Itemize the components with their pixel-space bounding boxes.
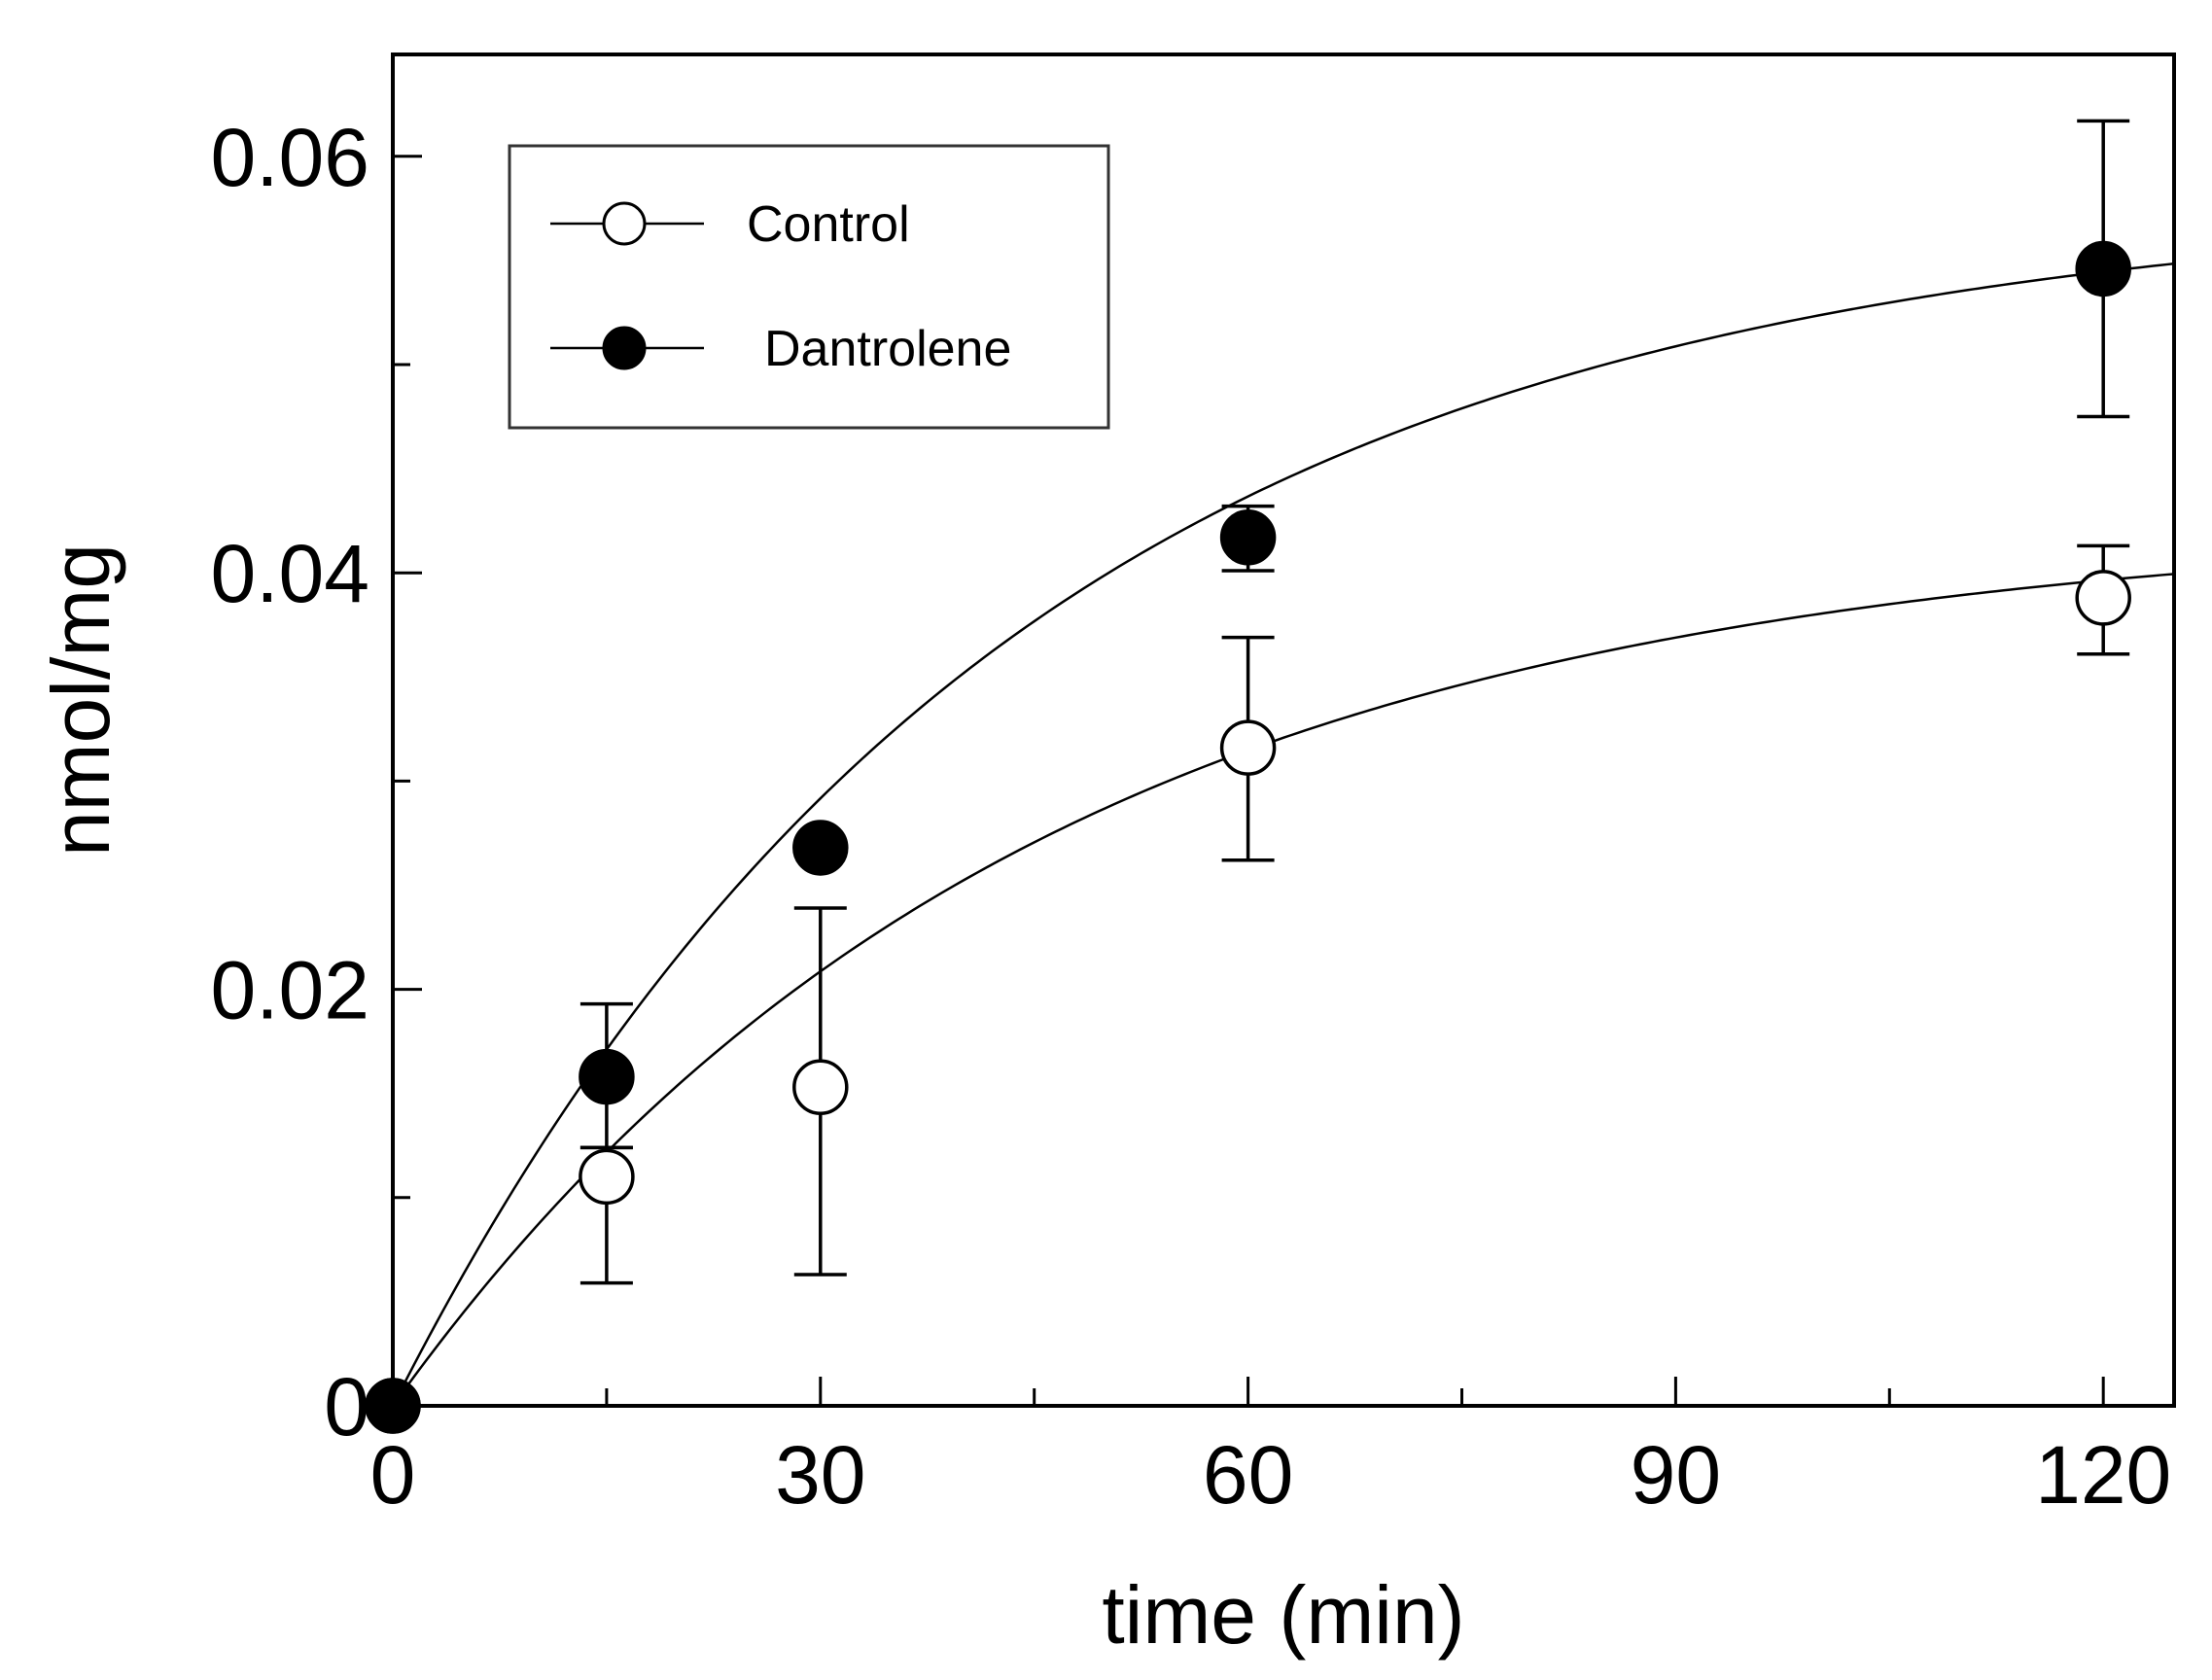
x-tick-label: 120 [2035,1429,2171,1521]
y-tick-label: 0.06 [211,112,370,203]
y-axis-title: nmol/mg [35,543,126,857]
data-points [365,240,2131,1434]
data-point-dantrolene [1219,509,1277,566]
x-axis-title: time (min) [1102,1569,1464,1661]
legend: Control Dantrolene [508,144,1110,430]
x-tick-label: 90 [1631,1429,1721,1521]
data-point-dantrolene [365,1378,421,1434]
data-point-control [579,1148,635,1206]
data-point-dantrolene [579,1048,635,1105]
plot-frame [391,52,2176,1408]
x-tick-label: 60 [1203,1429,1293,1521]
x-tick-label: 30 [775,1429,865,1521]
fit-curve-dantrolene [391,262,2175,1407]
y-tick-label: 0 [324,1361,369,1452]
legend-item-control: Control [550,196,910,253]
legend-box [508,144,1110,430]
data-point-control [2075,570,2131,626]
legend-marker-control [602,201,647,246]
legend-label-dantrolene: Dantrolene [764,321,1011,377]
fit-curve-control [391,573,2175,1407]
x-tick-label: 0 [370,1429,416,1521]
data-point-dantrolene [2075,240,2131,298]
legend-marker-dantrolene [602,326,647,370]
fit-curves [391,262,2175,1407]
data-point-control [792,1059,849,1116]
legend-item-dantrolene: Dantrolene [550,321,1011,377]
legend-label-control: Control [747,196,910,253]
tick-labels: 0 30 60 90 120 0 0.02 0.04 0.06 [211,112,2172,1521]
data-point-control [1219,719,1277,776]
y-tick-label: 0.04 [211,528,370,619]
data-point-dantrolene [792,820,849,876]
y-tick-label: 0.02 [211,945,370,1036]
